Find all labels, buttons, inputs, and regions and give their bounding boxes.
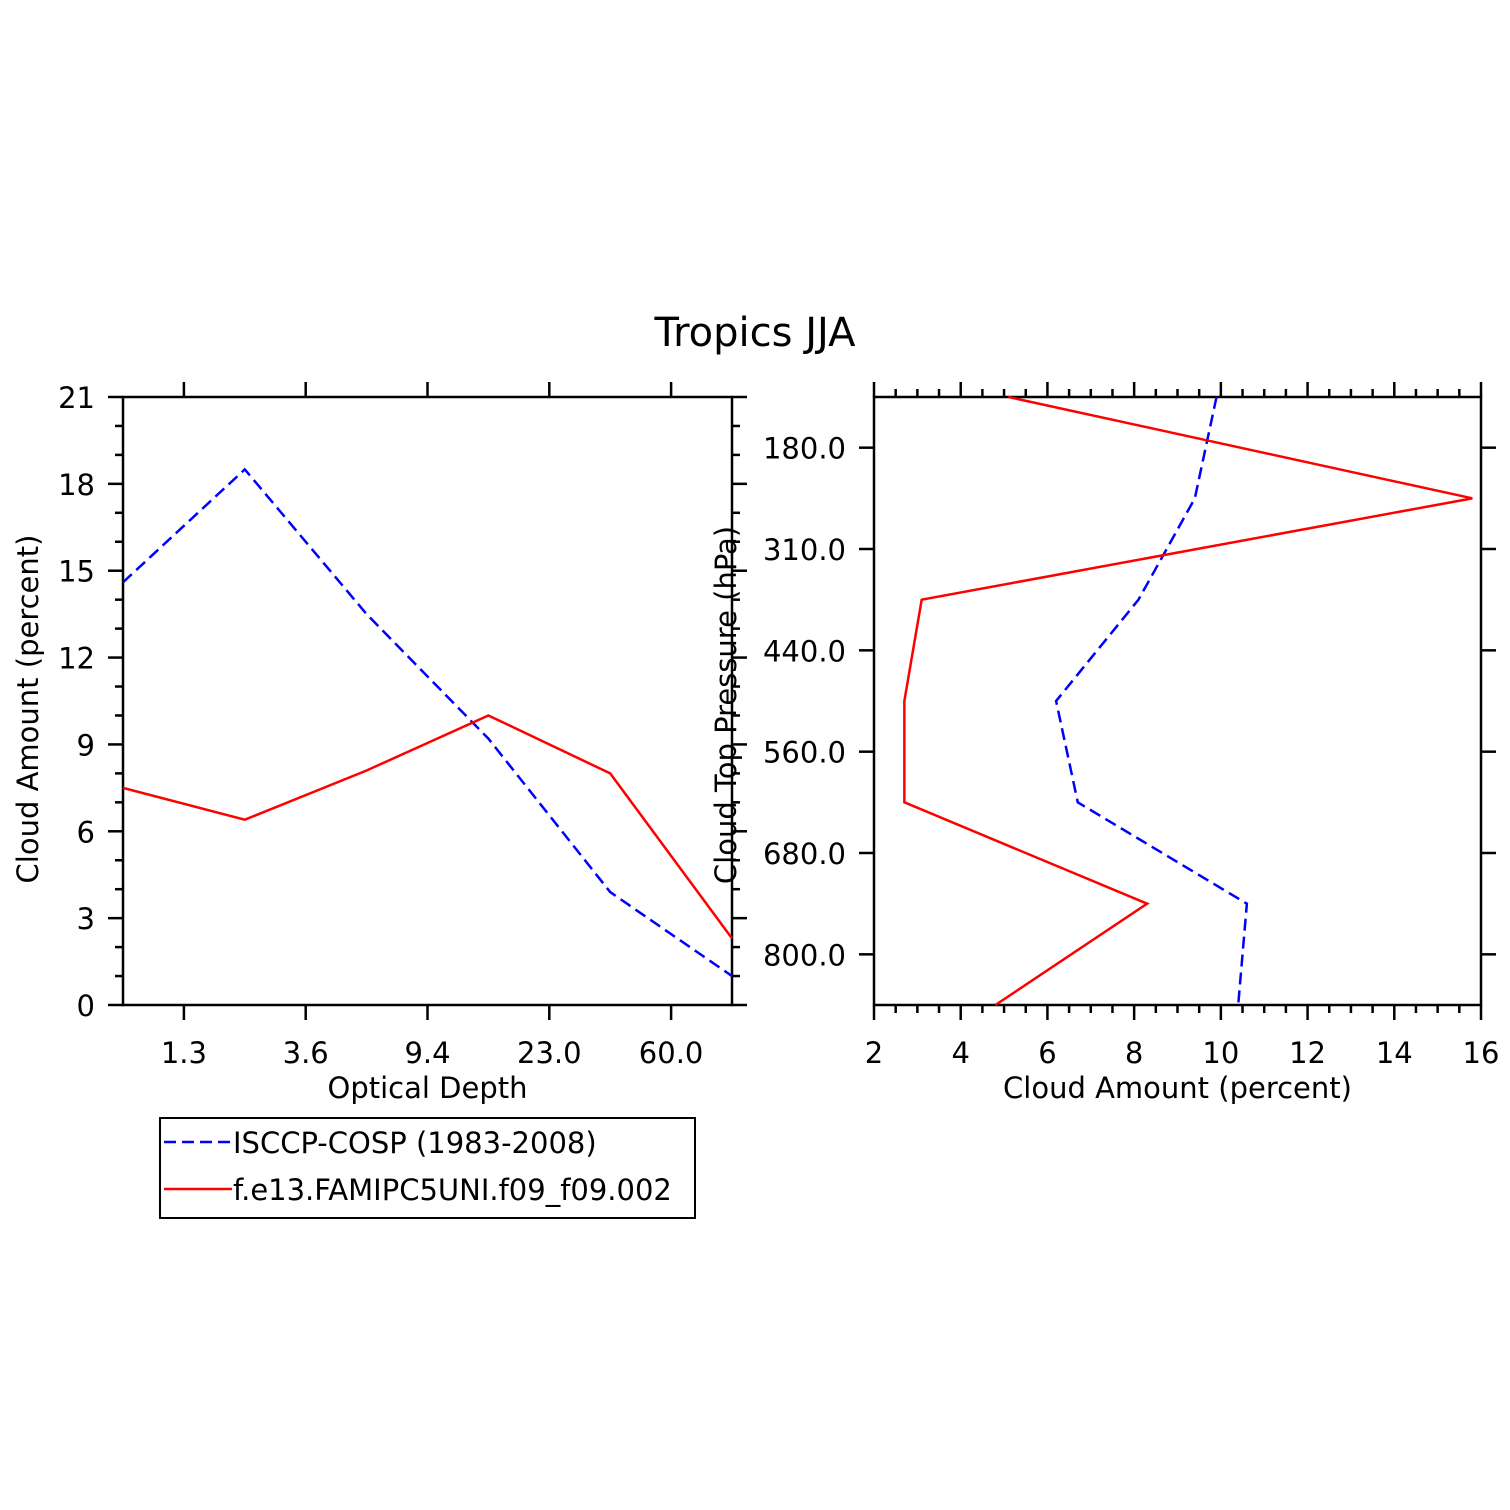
left-y-tick-label: 18 <box>58 468 95 502</box>
right-plot-frame <box>872 395 1483 1007</box>
right-x-tick-label: 4 <box>951 1036 969 1070</box>
right-y-tick-label: 800.0 <box>763 938 846 972</box>
left-plot: 0 3 6 9 12 15 18 21 1.3 3.6 9.4 23.0 60.0 Optical Dep… <box>11 381 747 1105</box>
left-y-tick-label: 12 <box>58 642 95 676</box>
left-x-tick-label: 3.6 <box>283 1036 329 1070</box>
left-series-line-0 <box>122 467 733 978</box>
left-y-tick-label: 6 <box>77 815 95 849</box>
right-x-tick-label: 6 <box>1038 1036 1056 1070</box>
left-y-tick-label: 15 <box>58 555 95 589</box>
right-series-line-1 <box>903 395 1473 1007</box>
legend-label-isccp: ISCCP-COSP (1983-2008) <box>233 1126 597 1160</box>
left-x-tick-label: 23.0 <box>517 1036 582 1070</box>
right-x-tick-label: 10 <box>1202 1036 1239 1070</box>
right-x-tick-label: 8 <box>1125 1036 1143 1070</box>
right-x-axis-label: Cloud Amount (percent) <box>1003 1071 1352 1105</box>
legend-label-model: f.e13.FAMIPC5UNI.f09_f09.002 <box>233 1173 672 1207</box>
left-x-tick-label: 60.0 <box>639 1036 704 1070</box>
right-plot: 2 4 6 8 10 12 14 16 180.0 310.0 440.0 560.0 680.0 800… <box>709 382 1499 1105</box>
legend-box <box>159 1117 696 1219</box>
figure-title: Tropics JJA <box>654 310 857 356</box>
legend: ISCCP-COSP (1983-2008) f.e13.FAMIPC5UNI.… <box>159 1117 696 1219</box>
right-x-tick-label: 14 <box>1376 1036 1413 1070</box>
left-y-tick-label: 9 <box>77 728 95 762</box>
left-y-tick-label: 0 <box>77 989 95 1023</box>
left-y-tick-label: 21 <box>58 381 95 415</box>
right-y-tick-label: 440.0 <box>763 634 846 668</box>
right-y-tick-label: 680.0 <box>763 837 846 871</box>
left-y-tick-label: 3 <box>77 902 95 936</box>
left-x-tick-label: 9.4 <box>404 1036 450 1070</box>
right-series-line-0 <box>1054 396 1249 1006</box>
left-series-line-1 <box>122 714 734 940</box>
right-y-tick-label: 560.0 <box>763 736 846 770</box>
right-y-tick-label: 310.0 <box>763 533 846 567</box>
right-x-tick-label: 2 <box>865 1036 883 1070</box>
left-y-axis-label: Cloud Amount (percent) <box>11 535 45 884</box>
right-x-tick-label: 16 <box>1463 1036 1500 1070</box>
left-x-axis-label: Optical Depth <box>328 1071 528 1105</box>
right-x-tick-label: 12 <box>1289 1036 1326 1070</box>
right-y-axis-label: Cloud Top Pressure (hPa) <box>709 526 743 884</box>
left-x-tick-label: 1.3 <box>161 1036 207 1070</box>
right-y-tick-label: 180.0 <box>763 432 846 466</box>
